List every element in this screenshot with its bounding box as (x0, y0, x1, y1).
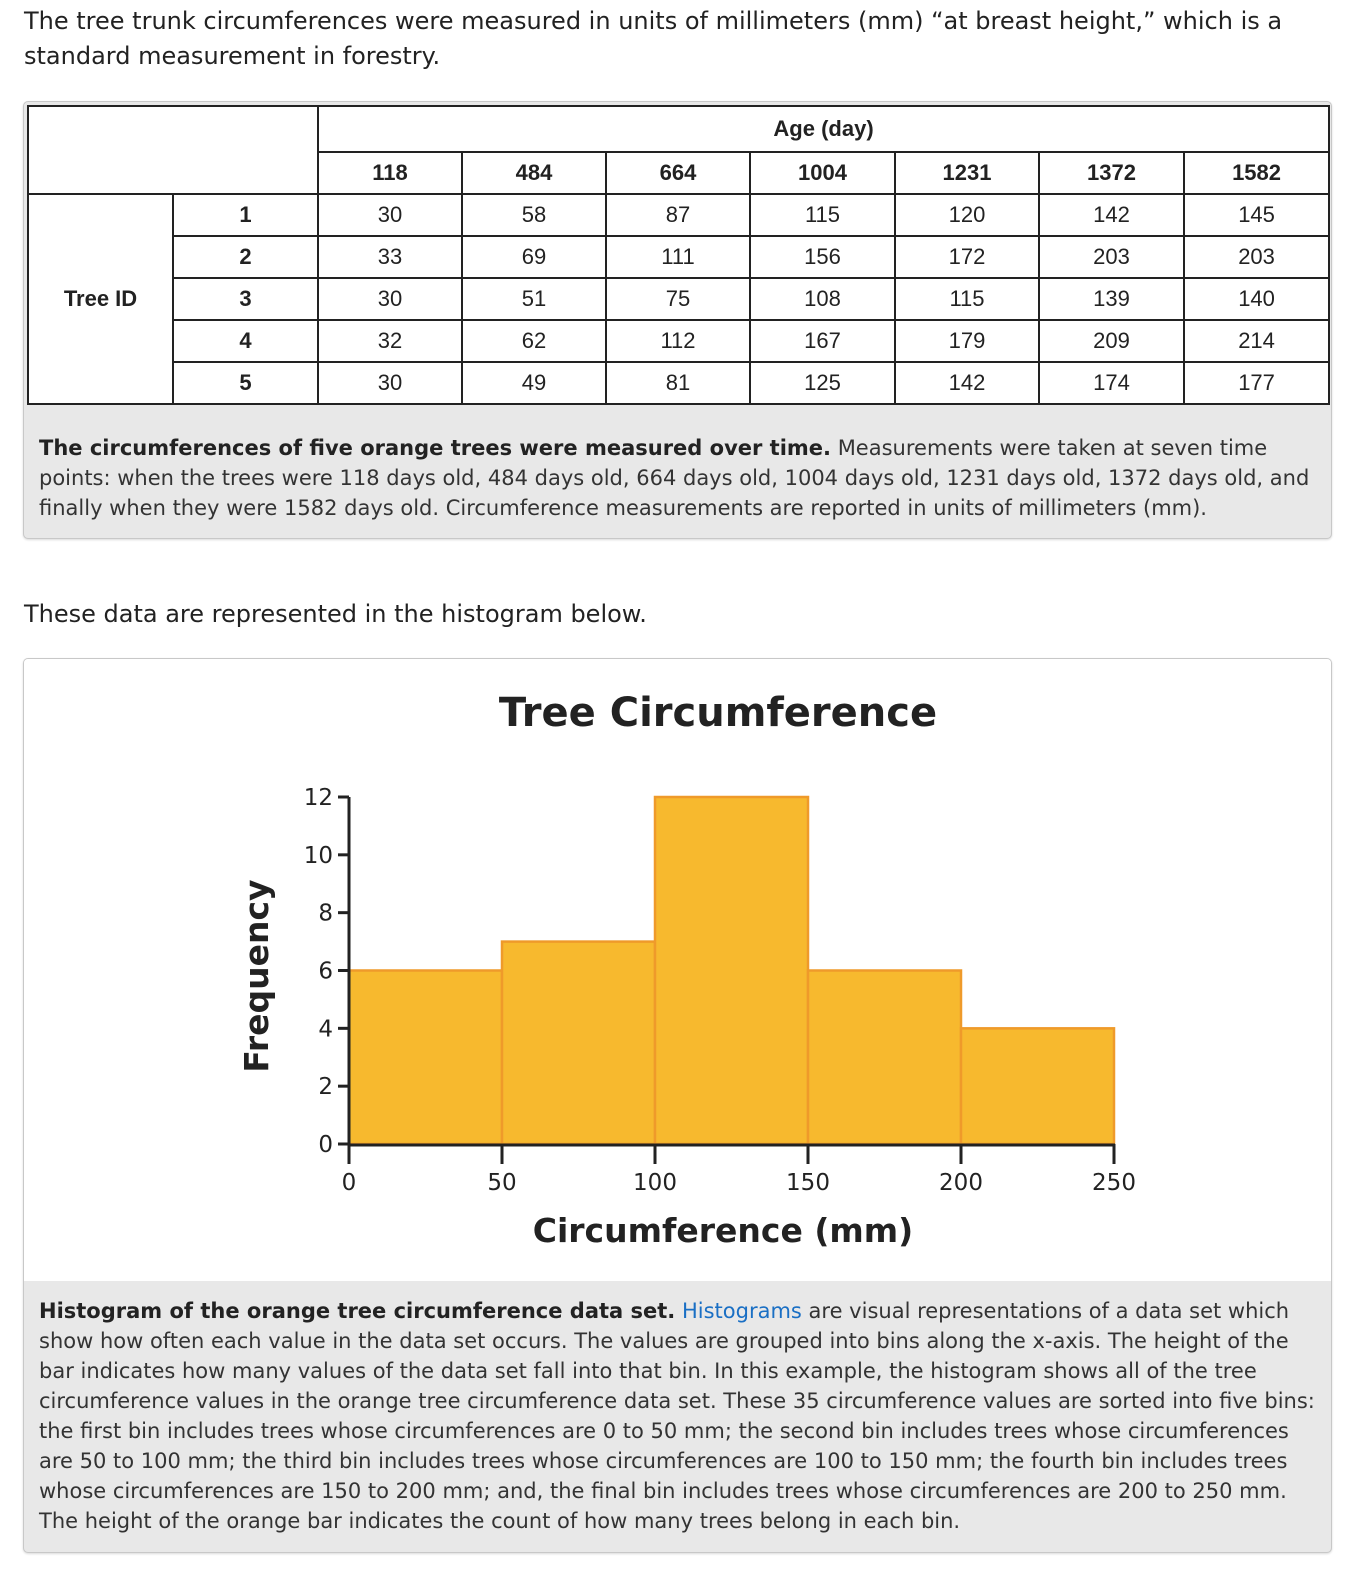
histogram-bar-4 (806, 969, 963, 1146)
table-cell: 111 (605, 235, 751, 279)
tree-id-cell: 1 (172, 193, 319, 237)
table-cell: 30 (317, 361, 463, 405)
table-cell: 30 (317, 277, 463, 321)
table-cell: 203 (1038, 235, 1185, 279)
y-tick-label-10: 10 (304, 843, 333, 869)
table-cell: 115 (749, 193, 896, 237)
age-664: 664 (605, 151, 751, 195)
table-cell: 172 (894, 235, 1040, 279)
chart-area: Tree Circumference Circumference (mm) Fr… (24, 659, 1331, 1281)
table-cell: 108 (749, 277, 896, 321)
table-cell: 115 (894, 277, 1040, 321)
table-cell: 140 (1182, 277, 1331, 321)
table-cell: 209 (1038, 319, 1185, 363)
table-caption-bold: The circumferences of five orange trees … (39, 436, 832, 460)
x-tick-label-50: 50 (487, 1170, 516, 1196)
table-row: 4 32 62 112 167 179 209 214 (28, 319, 1331, 363)
table-cell: 179 (894, 319, 1040, 363)
age-1231: 1231 (894, 151, 1040, 195)
intro-paragraph: The tree trunk circumferences were measu… (24, 7, 1283, 70)
table-cell: 30 (317, 193, 463, 237)
table-cell: 62 (461, 319, 607, 363)
age-1004: 1004 (749, 151, 896, 195)
histogram-figure: Tree Circumference Circumference (mm) Fr… (23, 658, 1332, 1553)
age-1582: 1582 (1182, 151, 1331, 195)
histogram-bar-3 (653, 795, 810, 1146)
table-cell: 177 (1182, 361, 1331, 405)
table-cell: 32 (317, 319, 463, 363)
table-caption: The circumferences of five orange trees … (39, 433, 1317, 523)
y-tick-label-4: 4 (318, 1016, 333, 1042)
table-cell: 51 (461, 277, 607, 321)
table-cell: 203 (1182, 235, 1331, 279)
age-484: 484 (461, 151, 607, 195)
y-tick-label-8: 8 (318, 901, 333, 927)
age-1372: 1372 (1038, 151, 1185, 195)
y-tick-label-6: 6 (318, 959, 333, 985)
histogram-bar-1 (347, 969, 504, 1146)
histogram-bar-2 (500, 940, 657, 1146)
x-tick-label-250: 250 (1092, 1170, 1136, 1196)
table-cell: 142 (894, 361, 1040, 405)
histogram-caption-bold: Histogram of the orange tree circumferen… (39, 1299, 676, 1323)
table-cell: 125 (749, 361, 896, 405)
table-row: 5 30 49 81 125 142 174 177 (28, 361, 1331, 405)
table-cell: 112 (605, 319, 751, 363)
table-cell: 145 (1182, 193, 1331, 237)
histogram-caption: Histogram of the orange tree circumferen… (39, 1296, 1317, 1536)
tree-id-label: Tree ID (27, 193, 174, 405)
chart-title: Tree Circumference (499, 690, 937, 736)
y-tick-label-0: 0 (318, 1132, 333, 1158)
age-118: 118 (317, 151, 463, 195)
x-axis-label: Circumference (mm) (533, 1211, 914, 1250)
y-axis-label: Frequency (237, 879, 276, 1072)
histogram-chart: Tree Circumference Circumference (mm) Fr… (237, 690, 1136, 1250)
tree-id-cell: 2 (172, 235, 319, 279)
tree-id-cell: 4 (172, 319, 319, 363)
y-tick-label-2: 2 (318, 1074, 333, 1100)
circumference-table: Age (day) 118 484 664 1004 1231 1372 158… (27, 105, 1331, 405)
x-tick-label-150: 150 (786, 1170, 830, 1196)
table-cell: 81 (605, 361, 751, 405)
table-cell: 33 (317, 235, 463, 279)
table-cell: 167 (749, 319, 896, 363)
table-row: 2 33 69 111 156 172 203 203 (28, 235, 1331, 279)
table-cell: 49 (461, 361, 607, 405)
table-cell: 139 (1038, 277, 1185, 321)
table-row: Tree ID 1 30 58 87 115 120 142 145 (27, 193, 1331, 405)
table-cell: 69 (461, 235, 607, 279)
table-corner-cell (27, 105, 319, 195)
histogram-bar-5 (959, 1027, 1116, 1146)
histogram-caption-text: are visual representations of a data set… (39, 1299, 1315, 1533)
table-row: 3 30 51 75 108 115 139 140 (28, 277, 1331, 321)
table-cell: 58 (461, 193, 607, 237)
table-cell: 120 (894, 193, 1040, 237)
table-cell: 87 (605, 193, 751, 237)
table-cell: 214 (1182, 319, 1331, 363)
table-cell: 156 (749, 235, 896, 279)
y-tick-label-12: 12 (304, 785, 333, 811)
histogram-intro-text: These data are represented in the histog… (24, 600, 647, 628)
x-tick-label-200: 200 (939, 1170, 983, 1196)
table-caption-text: Measurements were taken at seven time po… (39, 436, 1310, 520)
table-cell: 142 (1038, 193, 1185, 237)
table-figure: Age (day) 118 484 664 1004 1231 1372 158… (23, 101, 1332, 539)
table-cell: 174 (1038, 361, 1185, 405)
x-tick-label-100: 100 (633, 1170, 677, 1196)
histograms-link[interactable]: Histograms (681, 1299, 802, 1323)
x-tick-label-0: 0 (342, 1170, 357, 1196)
age-header: Age (day) (316, 105, 1331, 153)
tree-id-cell: 5 (172, 361, 319, 405)
table-cell: 75 (605, 277, 751, 321)
tree-id-cell: 3 (172, 277, 319, 321)
